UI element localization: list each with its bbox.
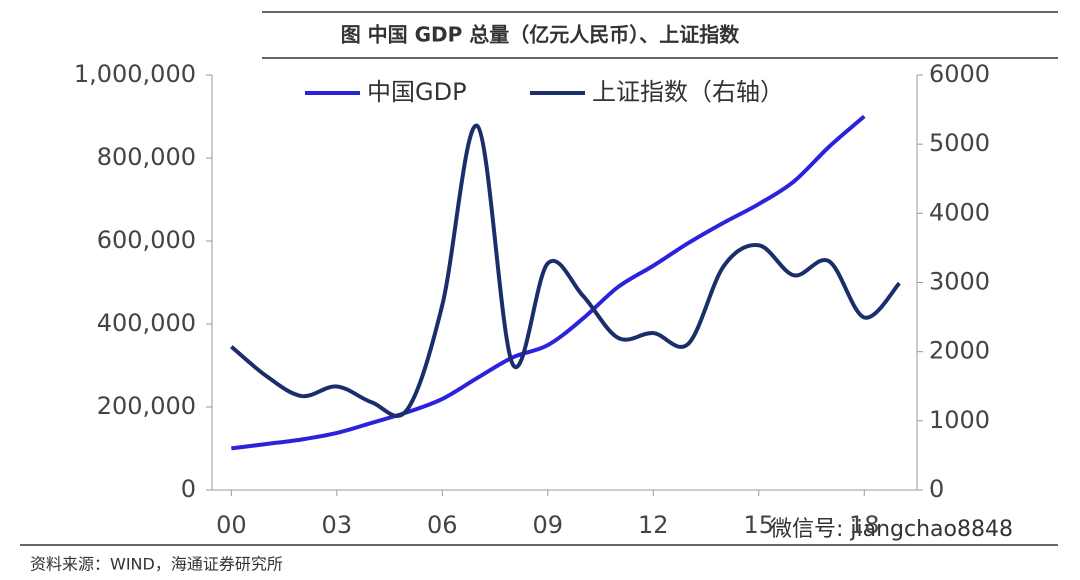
y2-tick-label: 5000 [929,129,990,157]
y-tick-label: 600,000 [97,226,196,254]
y2-tick-label: 0 [929,475,944,503]
x-tick-label: 03 [322,511,353,539]
chart-title: 图 中国 GDP 总量（亿元人民币）、上证指数 [341,23,741,47]
y-tick-label: 1,000,000 [74,60,196,88]
y2-tick-label: 1000 [929,406,990,434]
legend-label: 中国GDP [367,78,467,106]
y2-tick-label: 2000 [929,337,990,365]
y-tick-label: 400,000 [97,309,196,337]
legend-label: 上证指数（右轴） [592,78,784,106]
y2-tick-label: 4000 [929,198,990,226]
x-tick-label: 06 [427,511,458,539]
y-tick-label: 800,000 [97,143,196,171]
source-note: 资料来源：WIND，海通证券研究所 [30,555,283,574]
watermark: 微信号: jiangchao8848 [770,517,1013,542]
y2-tick-label: 6000 [929,60,990,88]
x-tick-label: 00 [216,511,247,539]
x-tick-label: 15 [743,511,774,539]
y2-tick-label: 3000 [929,268,990,296]
y-tick-label: 200,000 [97,392,196,420]
y-tick-label: 0 [181,475,196,503]
x-tick-label: 12 [638,511,669,539]
x-tick-label: 09 [533,511,564,539]
x-tick-label: 18 [849,511,880,539]
series-line [231,114,866,451]
series-line [230,124,901,418]
